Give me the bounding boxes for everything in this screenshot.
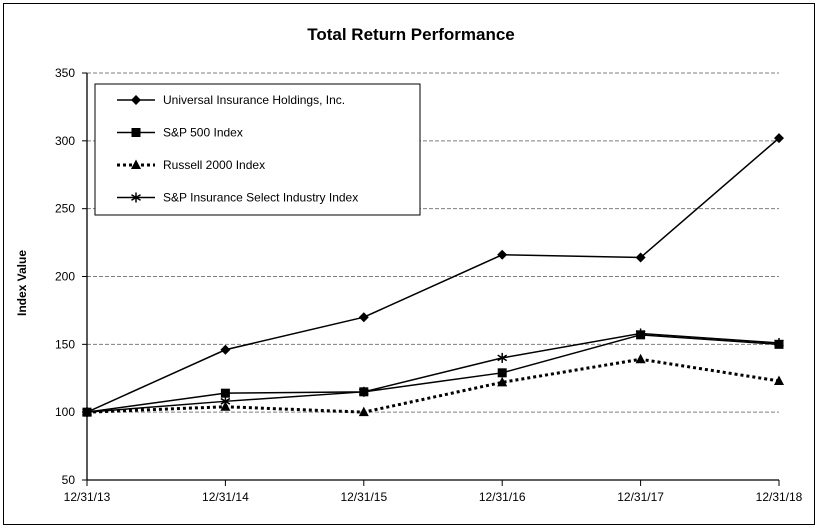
legend-item: S&P Insurance Select Industry Index (117, 191, 358, 205)
legend-box (94, 83, 421, 216)
y-tick-label: 150 (55, 337, 75, 351)
series-line (86, 334, 780, 413)
y-axis-label: Index Value (15, 250, 29, 316)
series-lines (82, 133, 784, 418)
legend-marker (131, 95, 141, 105)
series-line (86, 357, 780, 414)
legend-item: S&P 500 Index (117, 126, 243, 140)
y-tick-label: 300 (55, 134, 75, 148)
legend-label: S&P 500 Index (163, 126, 243, 140)
y-tick-label: 350 (55, 66, 75, 80)
x-tick-label: 12/31/17 (617, 490, 664, 504)
legend-label: Russell 2000 Index (163, 158, 265, 172)
x-tick-label: 12/31/15 (340, 490, 387, 504)
legend-item: Russell 2000 Index (117, 158, 265, 172)
data-point (358, 386, 369, 397)
chart-frame (3, 3, 815, 525)
data-point (774, 133, 784, 144)
y-tick-label: 250 (55, 202, 75, 216)
data-point (220, 388, 230, 398)
x-tick-label: 12/31/18 (756, 490, 803, 504)
data-point (497, 376, 508, 387)
data-point (82, 407, 92, 418)
y-tick-label: 100 (55, 405, 75, 419)
data-point (358, 406, 369, 417)
data-point (635, 328, 646, 339)
x-tick-label: 12/31/16 (479, 490, 526, 504)
data-point (497, 249, 508, 260)
data-point (635, 252, 646, 263)
legend-marker (131, 128, 141, 137)
data-point (635, 353, 646, 364)
data-point (774, 375, 784, 385)
y-tick-label: 200 (55, 270, 75, 284)
series-line (86, 332, 780, 413)
x-tick-label: 12/31/14 (202, 490, 249, 504)
legend-item: Universal Insurance Holdings, Inc. (117, 93, 345, 107)
legend: Universal Insurance Holdings, Inc. S&P 50… (94, 83, 421, 216)
data-point (358, 312, 369, 323)
legend-label: S&P Insurance Select Industry Index (163, 191, 358, 205)
series-4 (82, 328, 784, 418)
data-point (220, 396, 231, 407)
series-line (86, 137, 780, 413)
x-tick-label: 12/31/13 (64, 490, 111, 504)
y-tick-label: 50 (62, 473, 76, 487)
data-point (220, 344, 231, 355)
legend-label: Universal Insurance Holdings, Inc. (163, 93, 345, 107)
data-point (497, 352, 508, 363)
axes: 50 100 150 200 250 300 350 12/31/13 12/31/14 12/3… (55, 66, 803, 504)
data-point (774, 337, 784, 348)
legend-marker (131, 159, 141, 169)
series-3 (82, 353, 784, 417)
legend-marker (131, 192, 141, 203)
data-point (497, 368, 507, 378)
chart-title: Total Return Performance (307, 25, 515, 44)
